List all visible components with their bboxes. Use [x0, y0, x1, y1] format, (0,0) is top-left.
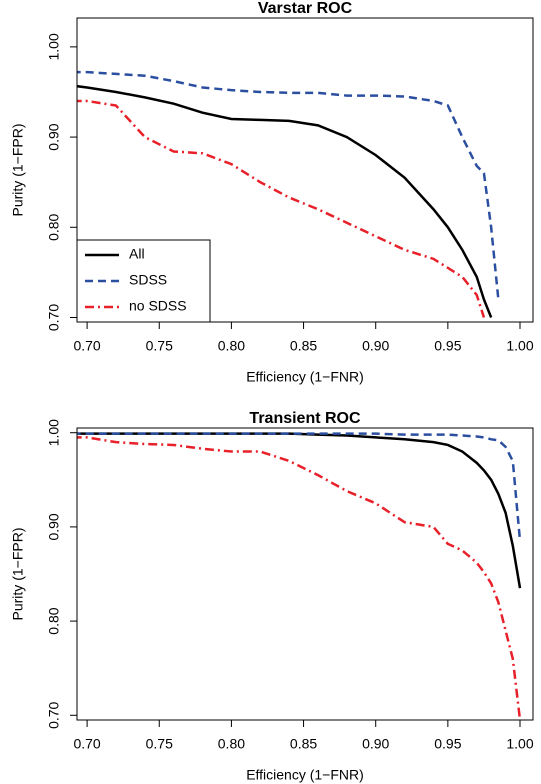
x-tick-label: 1.00 — [506, 338, 533, 354]
y-tick-label: 0.80 — [46, 607, 62, 634]
x-tick-label: 1.00 — [506, 736, 533, 752]
y-tick-label: 1.00 — [46, 419, 62, 446]
roc-line — [77, 70, 500, 300]
roc-line — [77, 432, 522, 589]
chart-title: Transient ROC — [249, 410, 361, 427]
legend: All SDSS no SDSS — [76, 239, 211, 323]
x-tick-label: 0.85 — [290, 736, 317, 752]
x-tick-label: 0.80 — [218, 338, 245, 354]
x-tick-label: 0.95 — [434, 736, 461, 752]
x-tick-label: 0.90 — [362, 736, 389, 752]
roc-line — [77, 432, 522, 542]
y-tick-label: 0.70 — [46, 304, 62, 331]
x-tick-label: 0.80 — [218, 736, 245, 752]
y-axis-label: Purity (1−FPR) — [10, 124, 26, 217]
x-tick-label: 0.70 — [73, 736, 100, 752]
legend-label: SDSS — [129, 272, 167, 288]
chart-title: Varstar ROC — [258, 0, 353, 17]
plot-frame — [76, 427, 534, 721]
roc-line — [77, 84, 493, 318]
legend-label: All — [129, 246, 145, 262]
y-tick-label: 0.80 — [46, 213, 62, 240]
roc-line — [77, 436, 522, 720]
x-tick-label: 0.70 — [73, 338, 100, 354]
x-tick-label: 0.95 — [434, 338, 461, 354]
chart: Varstar ROC Efficiency (1−FNR) Purity (1−F… — [10, 0, 534, 384]
x-tick-label: 0.75 — [146, 736, 173, 752]
chart: Transient ROC Efficiency (1−FNR) Purity (1… — [10, 410, 534, 782]
plot-frame — [76, 17, 534, 323]
x-tick-label: 0.75 — [146, 338, 173, 354]
x-axis-label: Efficiency (1−FNR) — [246, 369, 364, 385]
x-axis-label: Efficiency (1−FNR) — [246, 767, 364, 783]
y-axis-label: Purity (1−FPR) — [10, 528, 26, 621]
roc-line — [77, 99, 486, 318]
y-tick-label: 1.00 — [46, 33, 62, 60]
legend-label: no SDSS — [129, 298, 187, 314]
y-tick-label: 0.90 — [46, 123, 62, 150]
y-tick-label: 0.70 — [46, 701, 62, 728]
y-tick-label: 0.90 — [46, 513, 62, 540]
x-tick-label: 0.90 — [362, 338, 389, 354]
x-tick-label: 0.85 — [290, 338, 317, 354]
